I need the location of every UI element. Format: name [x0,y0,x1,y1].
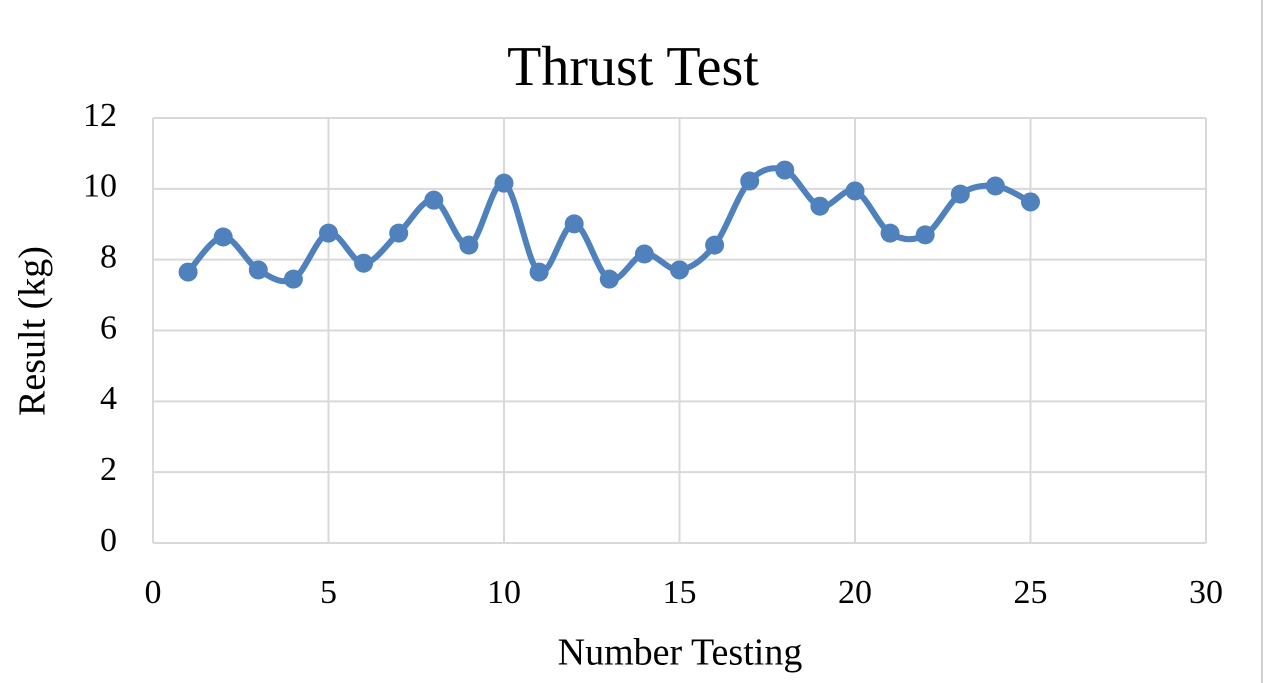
y-tick-label: 12 [83,97,117,134]
x-tick-label: 5 [320,574,337,611]
data-point [213,227,233,247]
data-point [248,260,268,280]
data-point [670,260,689,280]
data-point [178,262,198,282]
data-point [1021,192,1040,212]
x-tick-label: 0 [145,574,162,611]
data-point [775,160,795,180]
data-point [424,190,444,210]
data-point [950,184,970,204]
y-axis-label: Result (kg) [12,246,54,416]
data-point [810,196,830,216]
y-tick-label: 2 [100,451,117,488]
x-tick-label: 15 [663,574,697,611]
data-point [494,173,514,193]
x-tick-label: 10 [487,574,521,611]
data-point [985,176,1005,196]
data-point [529,262,549,282]
series-line [185,165,1032,285]
y-tick-label: 6 [100,309,117,346]
y-tick-label: 8 [100,238,117,275]
y-tick-label: 4 [100,380,117,417]
data-point [599,269,619,289]
y-tick-label: 0 [100,522,117,559]
x-tick-label: 25 [1014,574,1048,611]
data-point [705,235,725,255]
x-axis-label: Number Testing [558,632,803,674]
data-point [319,223,338,243]
data-point [459,235,479,255]
data-point [845,181,865,201]
data-point [740,171,760,191]
data-point [389,223,409,243]
data-point [880,223,900,243]
y-tick-label: 10 [83,168,117,205]
x-tick-label: 20 [838,574,872,611]
data-point [283,269,303,289]
x-tick-label: 30 [1189,574,1223,611]
data-point [564,214,584,234]
chart-title: Thrust Test [507,36,759,98]
data-point [354,253,374,273]
data-point [634,244,654,264]
data-point [915,225,935,245]
